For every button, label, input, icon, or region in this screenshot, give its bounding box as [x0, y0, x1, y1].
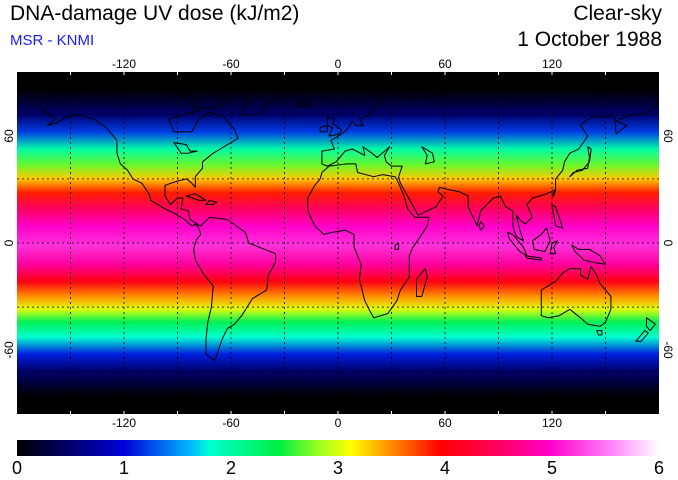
coastline-japan — [569, 146, 592, 178]
coastline-svalbard — [358, 72, 382, 79]
bottom-lon-tick-label: 120 — [541, 416, 563, 430]
bottom-lon-tick-label: 0 — [334, 416, 342, 430]
bottom-lon-tick-label: -120 — [111, 416, 137, 430]
coastline-cuba — [185, 193, 207, 201]
coastline-eurasia — [321, 77, 659, 242]
coastline-tasmania — [596, 330, 603, 336]
top-lon-tick-label: -60 — [222, 57, 240, 71]
right-lat-tick-label: -60 — [661, 341, 675, 359]
map-title: DNA-damage UV dose (kJ/m2) — [10, 2, 300, 25]
colorbar-label: 2 — [225, 458, 237, 478]
coastline-new-zealand-south — [635, 330, 649, 342]
top-lon-tick-label: 60 — [438, 57, 452, 71]
coastline-madagascar — [416, 268, 428, 297]
colorbar-label: 5 — [546, 458, 558, 478]
coastline-baffin-island — [177, 86, 228, 109]
coastline-iceland — [294, 101, 314, 107]
coastline-novaya-zemlya — [430, 77, 457, 94]
right-lat-tick-label: 0 — [661, 239, 675, 247]
left-lat-tick-label: 60 — [2, 129, 16, 143]
map-canvas — [17, 72, 659, 414]
coastline-caspian-sea — [421, 146, 435, 165]
bottom-lon-tick-label: -60 — [222, 416, 240, 430]
coastline-java — [524, 255, 542, 261]
colorbar-label: 4 — [439, 458, 451, 478]
colorbar-label: 3 — [332, 458, 344, 478]
colorbar — [17, 440, 659, 456]
coastline-lake-victoria — [394, 242, 400, 250]
coastline-borneo — [531, 227, 551, 253]
date-label: 1 October 1988 — [517, 28, 662, 51]
coastline-sulawesi — [549, 240, 558, 255]
coastline-south-america — [193, 216, 277, 362]
source-label: MSR - KNMI — [10, 32, 95, 49]
uv-dose-map — [17, 72, 659, 414]
coastline-australia — [540, 266, 612, 327]
bottom-lon-tick-label: 60 — [438, 416, 452, 430]
coastline-british-isles — [326, 116, 343, 137]
right-lat-tick-label: 60 — [661, 129, 675, 143]
top-lon-tick-label: 0 — [334, 57, 342, 71]
coastline-new-guinea — [571, 244, 606, 265]
coastline-north-america — [37, 86, 239, 227]
coastline-sri-lanka — [478, 221, 485, 231]
left-lat-tick-label: -60 — [2, 341, 16, 359]
coastline-philippines — [551, 204, 564, 229]
coastline-hispaniola — [205, 199, 218, 205]
sky-condition-label: Clear-sky — [573, 2, 662, 25]
colorbar-label: 6 — [653, 458, 665, 478]
top-lon-tick-label: -120 — [111, 57, 137, 71]
top-lon-tick-label: 120 — [541, 57, 563, 71]
coastline-ireland — [319, 124, 328, 133]
coastline-great-lakes — [173, 142, 198, 154]
coastline-africa — [307, 163, 430, 319]
coastline-taiwan — [551, 189, 557, 197]
left-lat-tick-label: 0 — [2, 239, 16, 247]
colorbar-label: 1 — [118, 458, 130, 478]
coastline-new-zealand-north — [646, 317, 656, 332]
colorbar-label: 0 — [11, 458, 23, 478]
